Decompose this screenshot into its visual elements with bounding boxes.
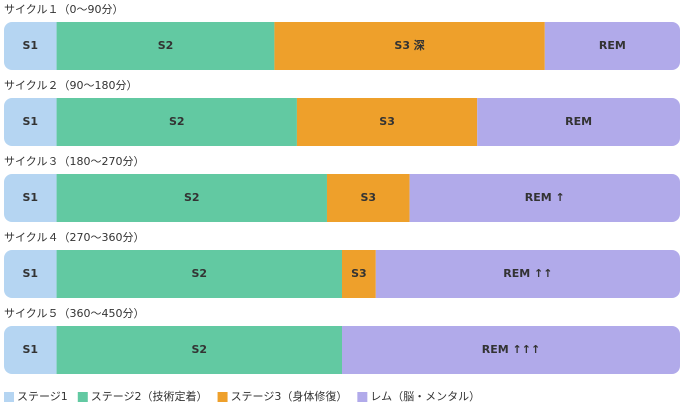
legend-swatch bbox=[77, 392, 88, 402]
segment-label: REM ↑↑ bbox=[503, 267, 552, 280]
bar-row bbox=[4, 250, 680, 298]
segment-label: S2 bbox=[158, 39, 174, 52]
bar-row bbox=[4, 326, 680, 374]
bar-segment bbox=[4, 174, 57, 222]
bar-row bbox=[4, 22, 680, 70]
segment-label: S1 bbox=[22, 343, 38, 356]
segment-label: S2 bbox=[191, 343, 207, 356]
row-title: サイクル１（0〜90分） bbox=[4, 3, 123, 16]
bar-segment bbox=[56, 98, 297, 146]
row-title: サイクル４（270〜360分） bbox=[4, 231, 144, 244]
segment-label: S1 bbox=[22, 267, 38, 280]
bar-segment bbox=[56, 174, 327, 222]
segment-label: REM ↑↑↑ bbox=[482, 343, 540, 356]
row-title: サイクル３（180〜270分） bbox=[4, 155, 144, 168]
bar-segment bbox=[342, 250, 376, 298]
bar-segment bbox=[409, 174, 680, 222]
bar-segment bbox=[342, 326, 680, 374]
segment-label: REM bbox=[599, 39, 626, 52]
segment-label: S1 bbox=[22, 39, 38, 52]
legend-swatch bbox=[4, 392, 14, 402]
bar-segment bbox=[56, 326, 342, 374]
bar-segment bbox=[375, 250, 680, 298]
segment-label: S2 bbox=[169, 115, 185, 128]
segment-label: REM ↑ bbox=[525, 191, 565, 204]
segment-label: S3 bbox=[360, 191, 376, 204]
bar-segment bbox=[56, 250, 342, 298]
bar-segment bbox=[4, 98, 57, 146]
segment-label: S1 bbox=[22, 115, 38, 128]
segment-label: S2 bbox=[184, 191, 200, 204]
row-title: サイクル５（360〜450分） bbox=[4, 307, 144, 320]
bar-row bbox=[4, 98, 680, 146]
bar-segment bbox=[477, 98, 680, 146]
legend-label: レム（脳・メンタル） bbox=[370, 390, 480, 403]
legend-swatch bbox=[357, 392, 368, 402]
bar-segment bbox=[4, 250, 57, 298]
bar-segment bbox=[544, 22, 680, 70]
bar-segment bbox=[56, 22, 275, 70]
legend-swatch bbox=[217, 392, 228, 402]
legend-label: ステージ3（身体修復） bbox=[231, 389, 348, 403]
segment-label: S3 深 bbox=[394, 38, 424, 52]
segment-label: REM bbox=[565, 115, 592, 128]
segment-label: S2 bbox=[191, 267, 207, 280]
segment-label: S1 bbox=[22, 191, 38, 204]
row-title: サイクル２（90〜180分） bbox=[4, 79, 137, 92]
bar-segment bbox=[4, 326, 57, 374]
bar-row bbox=[4, 174, 680, 222]
bar-segment bbox=[326, 174, 410, 222]
bar-segment bbox=[274, 22, 545, 70]
segment-label: S3 bbox=[379, 115, 395, 128]
bar-segment bbox=[296, 98, 478, 146]
legend-label: ステージ2（技術定着） bbox=[91, 389, 208, 403]
legend-label: ステージ1 bbox=[17, 390, 68, 403]
segment-label: S3 bbox=[351, 267, 367, 280]
bar-segment bbox=[4, 22, 57, 70]
